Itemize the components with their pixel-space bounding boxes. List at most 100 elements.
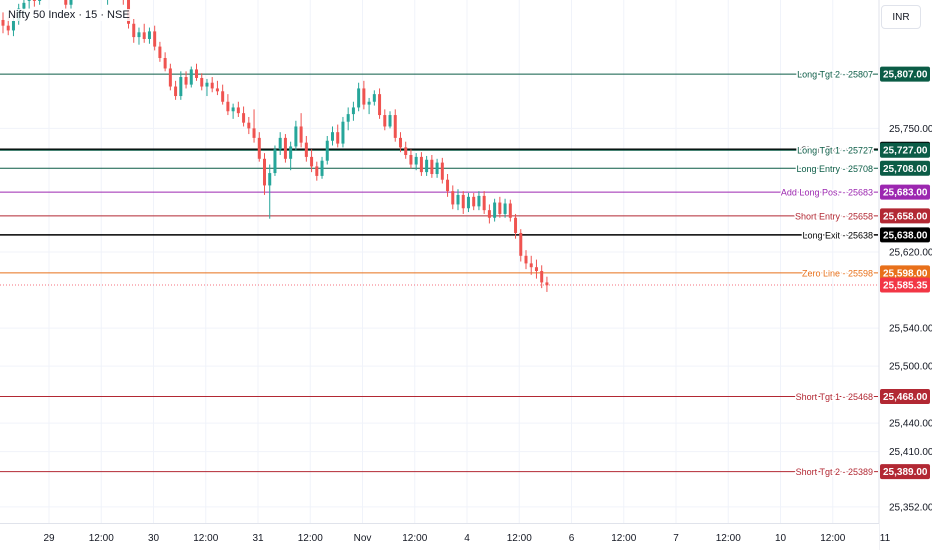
candle-body — [508, 203, 512, 218]
candle-body — [346, 114, 350, 122]
candle-body — [514, 217, 518, 233]
candle-body — [466, 196, 470, 209]
level-price-tag: 25,468.00 — [880, 389, 930, 405]
time-tick-label: 12:00 — [716, 533, 741, 544]
candle-body — [174, 86, 178, 97]
level-price-tag: 25,708.00 — [880, 160, 930, 176]
level-label: Long Entry - 25708 — [796, 164, 873, 174]
time-tick-label: 7 — [673, 533, 679, 544]
current-price-tag: 25,585.35 — [880, 277, 930, 293]
candle-body — [184, 77, 188, 85]
candle-body — [524, 255, 528, 264]
candle-body — [378, 94, 382, 116]
level-price-tag-label: 25,708.00 — [883, 164, 928, 175]
current-price-tag-label: 25,585.35 — [883, 280, 928, 291]
candle-body — [210, 82, 214, 89]
time-tick-label: 12:00 — [298, 533, 323, 544]
level-price-tag-bg — [880, 227, 930, 243]
candle-body — [32, 0, 36, 1]
price-tick-label: 25,620.00 — [889, 247, 932, 258]
candle-body — [283, 137, 287, 159]
candle-body — [153, 31, 157, 47]
level-label: Short Exit - 25728 — [801, 145, 873, 155]
candle-body — [493, 202, 497, 218]
level-price-tag: 25,807.00 — [880, 66, 930, 82]
level-price-tag-bg — [880, 184, 930, 200]
price-tick-label: 25,440.00 — [889, 419, 932, 430]
price-tick-label: 25,410.00 — [889, 447, 932, 458]
candle-body — [404, 147, 408, 155]
candle-body — [278, 137, 282, 150]
level-price-tag-label: 25,683.00 — [883, 188, 928, 199]
candle-body — [362, 88, 366, 105]
candle-body — [158, 46, 162, 59]
time-tick-label: 11 — [880, 533, 891, 544]
candle-body — [236, 107, 240, 114]
time-tick-label: 12:00 — [611, 533, 636, 544]
candle-body — [336, 132, 340, 144]
currency-selector[interactable]: INR — [881, 5, 921, 29]
candle-body — [252, 128, 256, 138]
candle-body — [142, 32, 146, 39]
time-tick-label: 29 — [43, 533, 55, 544]
time-tick-label: 4 — [464, 533, 470, 544]
candle-body — [22, 2, 26, 9]
candle-body — [221, 91, 225, 102]
candle-body — [456, 194, 460, 205]
candle-body — [69, 0, 73, 5]
level-price-tag-bg — [880, 66, 930, 82]
candle-body — [273, 149, 277, 174]
candle-body — [289, 146, 293, 159]
level-price-tag-bg — [880, 160, 930, 176]
candle-body — [179, 77, 183, 97]
level-price-tag: 25,727.00 — [880, 142, 930, 158]
price-tick-label: 25,352.00 — [889, 502, 932, 513]
candle-body — [257, 137, 261, 159]
candle-body — [388, 115, 392, 127]
candle-body — [545, 282, 549, 286]
candle-body — [487, 210, 491, 218]
candle-body — [477, 195, 481, 207]
level-price-tag: 25,389.00 — [880, 464, 930, 480]
time-tick-label: 31 — [252, 533, 264, 544]
level-price-tag-label: 25,807.00 — [883, 70, 928, 81]
candle-body — [446, 179, 450, 192]
time-tick-label: 6 — [569, 533, 575, 544]
candle-body — [367, 101, 371, 105]
level-price-tag-label: 25,658.00 — [883, 211, 928, 222]
price-axis[interactable]: 25,750.00 25,620.00 25,540.00 25,500.00 25,4… — [878, 0, 932, 550]
level-price-tag-bg — [880, 265, 930, 281]
level-label: Short Tgt 1 - 25468 — [796, 392, 873, 402]
candle-body — [200, 77, 204, 87]
candle-body — [304, 142, 308, 157]
candle-body — [325, 140, 329, 161]
candle-body — [414, 156, 418, 165]
candle-body — [263, 158, 266, 186]
level-price-tag: 25,683.00 — [880, 184, 930, 200]
level-label: Long Tgt 1 - 25727 — [797, 146, 873, 156]
time-tick-label: 12:00 — [402, 533, 427, 544]
candle-body — [357, 88, 361, 108]
time-tick-label: 10 — [775, 533, 787, 544]
level-lines — [0, 73, 879, 473]
level-label: Long Tgt 2 - 25807 — [797, 70, 873, 80]
time-tick-label: 12:00 — [193, 533, 218, 544]
level-price-tag-label: 25,638.00 — [883, 230, 928, 241]
candle-body — [27, 0, 31, 1]
candle-body — [294, 126, 298, 147]
candle-body — [147, 31, 151, 39]
price-tick-label: 25,500.00 — [889, 362, 932, 373]
level-price-tag: 25,658.00 — [880, 208, 930, 224]
level-label: Zero Line - 25598 — [802, 268, 873, 278]
time-axis[interactable]: 29 12:00 30 12:00 31 12:00 Nov 12:00 4 12:00 6 12:0… — [0, 523, 891, 550]
candle-body — [461, 194, 465, 209]
candle-body — [38, 0, 42, 1]
level-price-tag-label: 25,598.00 — [883, 268, 928, 279]
time-tick-label: 30 — [148, 533, 160, 544]
candle-body — [195, 69, 199, 78]
candle-body — [163, 58, 167, 69]
candles — [1, 0, 549, 292]
candle-body — [205, 82, 209, 87]
